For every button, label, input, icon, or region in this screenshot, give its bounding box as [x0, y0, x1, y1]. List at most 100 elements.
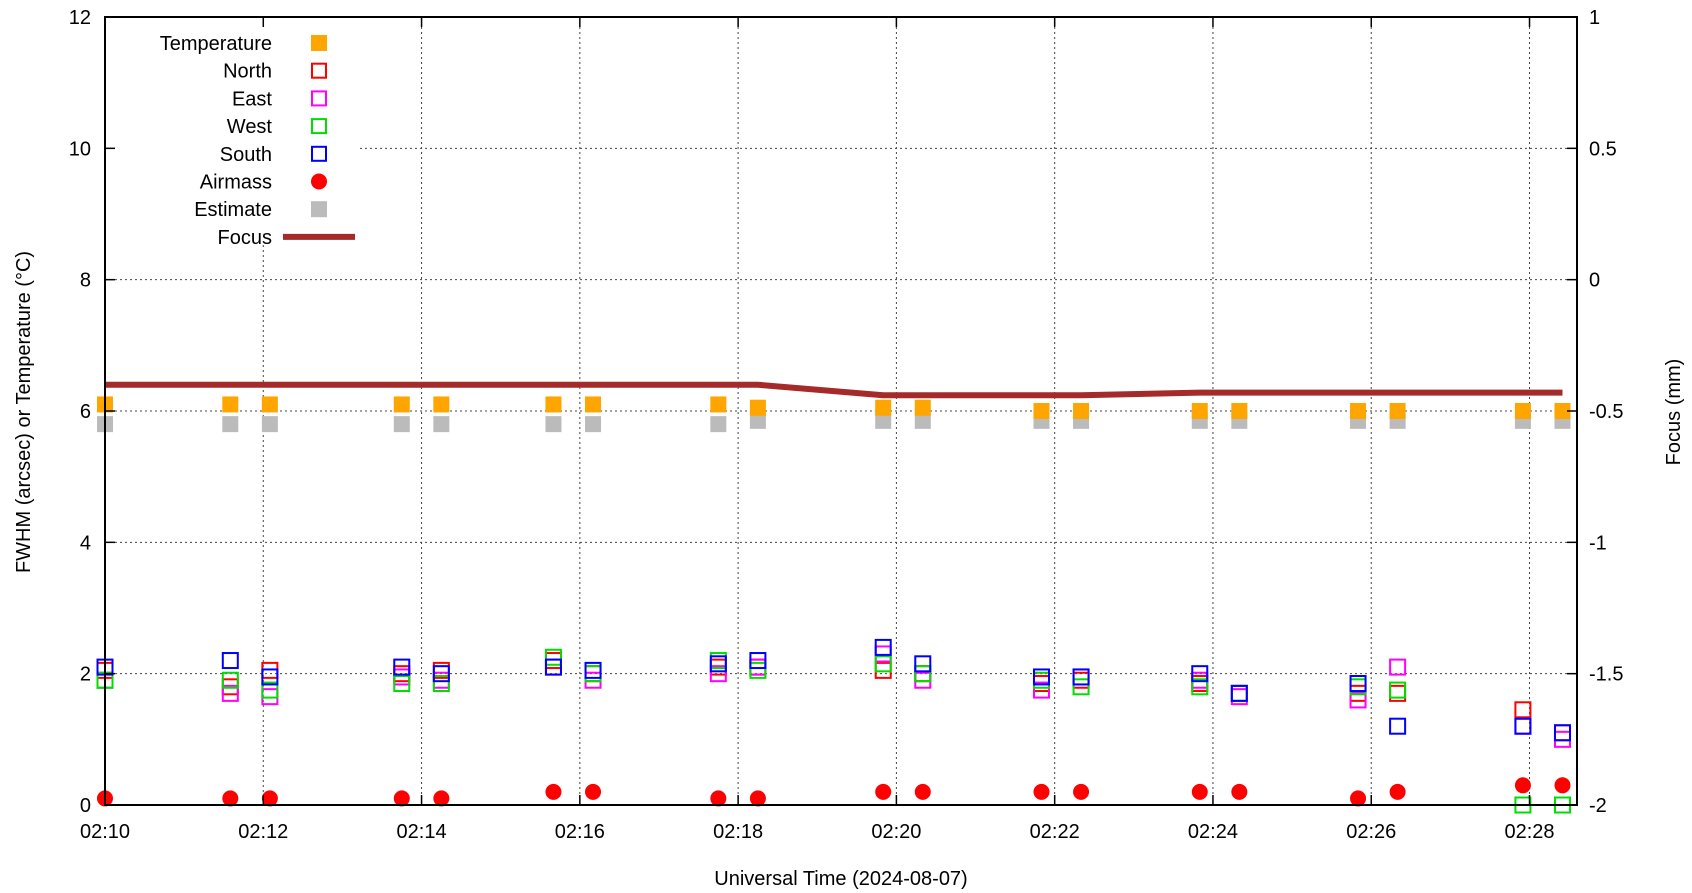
south-point [874, 638, 892, 656]
temperature-point [545, 396, 562, 413]
legend-label-north: North [223, 61, 272, 83]
estimate-point [749, 412, 766, 429]
x-tick-label: 02:24 [1188, 821, 1238, 843]
legend-swatch-east [311, 90, 327, 107]
airmass-point [433, 790, 450, 807]
south-point [221, 652, 239, 670]
east-point [1349, 691, 1367, 709]
x-tick-label: 02:26 [1346, 821, 1396, 843]
x-tick-label: 02:20 [871, 821, 921, 843]
temperature-point [749, 399, 766, 416]
y2-tick-label: 0.5 [1589, 138, 1617, 160]
x-axis-label: Universal Time (2024-08-07) [714, 868, 967, 890]
west-point [221, 671, 239, 689]
west-point [874, 655, 892, 673]
legend-swatch-temperature [311, 35, 327, 51]
temperature-point [1350, 403, 1367, 419]
legend-label-south: South [220, 144, 272, 166]
y-tick-label: 8 [80, 270, 91, 292]
south-point [749, 652, 767, 670]
temperature-point [875, 399, 892, 416]
x-tick-label: 02:22 [1030, 821, 1080, 843]
north-point [1514, 701, 1532, 719]
temperature-point [1231, 403, 1248, 419]
y-tick-label: 2 [80, 664, 91, 686]
airmass-point [222, 790, 239, 807]
west-point [393, 675, 411, 693]
airmass-point [914, 783, 931, 800]
west-point [544, 648, 562, 666]
estimate-point [875, 412, 892, 429]
airmass-point [875, 783, 892, 800]
airmass-point [1554, 777, 1571, 794]
airmass-point [1350, 790, 1367, 807]
airmass-point [1389, 783, 1406, 800]
west-point [1191, 678, 1209, 696]
airmass-point [749, 790, 766, 807]
y2-tick-label: -1 [1589, 532, 1607, 554]
temperature-point [585, 396, 602, 413]
x-tick-label: 02:28 [1504, 821, 1554, 843]
y2-tick-label: -1.5 [1589, 664, 1623, 686]
temperature-point [1554, 403, 1571, 419]
y-tick-label: 0 [80, 795, 91, 817]
south-point [1349, 675, 1367, 693]
focus-line [105, 381, 1563, 399]
legend-label-airmass: Airmass [200, 172, 272, 194]
y2-tick-label: -0.5 [1589, 401, 1623, 423]
ticks: 02:10 02:12 02:14 02:16 02:18 02:20 02:22 02:24… [69, 7, 1624, 843]
south-point [584, 661, 602, 679]
south-point [261, 668, 279, 686]
south-point [432, 665, 450, 683]
y2-axis-label: Focus (mm) [1663, 359, 1685, 466]
airmass-point [261, 790, 278, 807]
airmass-point [585, 783, 602, 800]
airmass-point [393, 790, 410, 807]
temperature-point [393, 396, 410, 413]
airmass-point [1231, 783, 1248, 800]
airmass-point [710, 790, 727, 807]
south-point [393, 658, 411, 676]
east-point [1032, 681, 1050, 699]
legend-label-estimate: Estimate [194, 199, 272, 221]
y-tick-label: 6 [80, 401, 91, 423]
x-tick-label: 02:16 [555, 821, 605, 843]
estimate-point [222, 416, 239, 433]
y2-tick-label: 1 [1589, 7, 1600, 29]
y2-tick-label: 0 [1589, 270, 1600, 292]
estimate-point [710, 416, 727, 433]
south-point [1072, 668, 1090, 686]
south-point [1032, 668, 1050, 686]
east-point [221, 684, 239, 702]
y2-tick-label: -2 [1589, 795, 1607, 817]
legend: Temperature North East West South Airmass Esti… [160, 33, 355, 249]
x-tick-label: 02:18 [713, 821, 763, 843]
south-point [544, 658, 562, 676]
south-point [1514, 717, 1532, 735]
temperature-point [1514, 403, 1531, 419]
estimate-point [585, 416, 602, 433]
x-tick-label: 02:12 [238, 821, 288, 843]
estimate-point [545, 416, 562, 433]
west-point [432, 675, 450, 693]
temperature-point [433, 396, 450, 413]
temperature-point [261, 396, 278, 413]
west-point [261, 681, 279, 699]
y-tick-label: 4 [80, 532, 91, 554]
legend-label-west: West [227, 116, 273, 138]
south-point [1553, 724, 1571, 742]
south-point [914, 655, 932, 673]
airmass-point [1514, 777, 1531, 794]
airmass-point [1073, 783, 1090, 800]
legend-label-focus: Focus [218, 227, 272, 249]
legend-swatch-estimate [311, 201, 327, 218]
airmass-point [1033, 783, 1050, 800]
south-point [709, 655, 727, 673]
temperature-point [710, 396, 727, 413]
temperature-point [222, 396, 239, 413]
airmass-point [545, 783, 562, 800]
south-point [1389, 717, 1407, 735]
east-point [1389, 658, 1407, 676]
estimate-point [261, 416, 278, 433]
